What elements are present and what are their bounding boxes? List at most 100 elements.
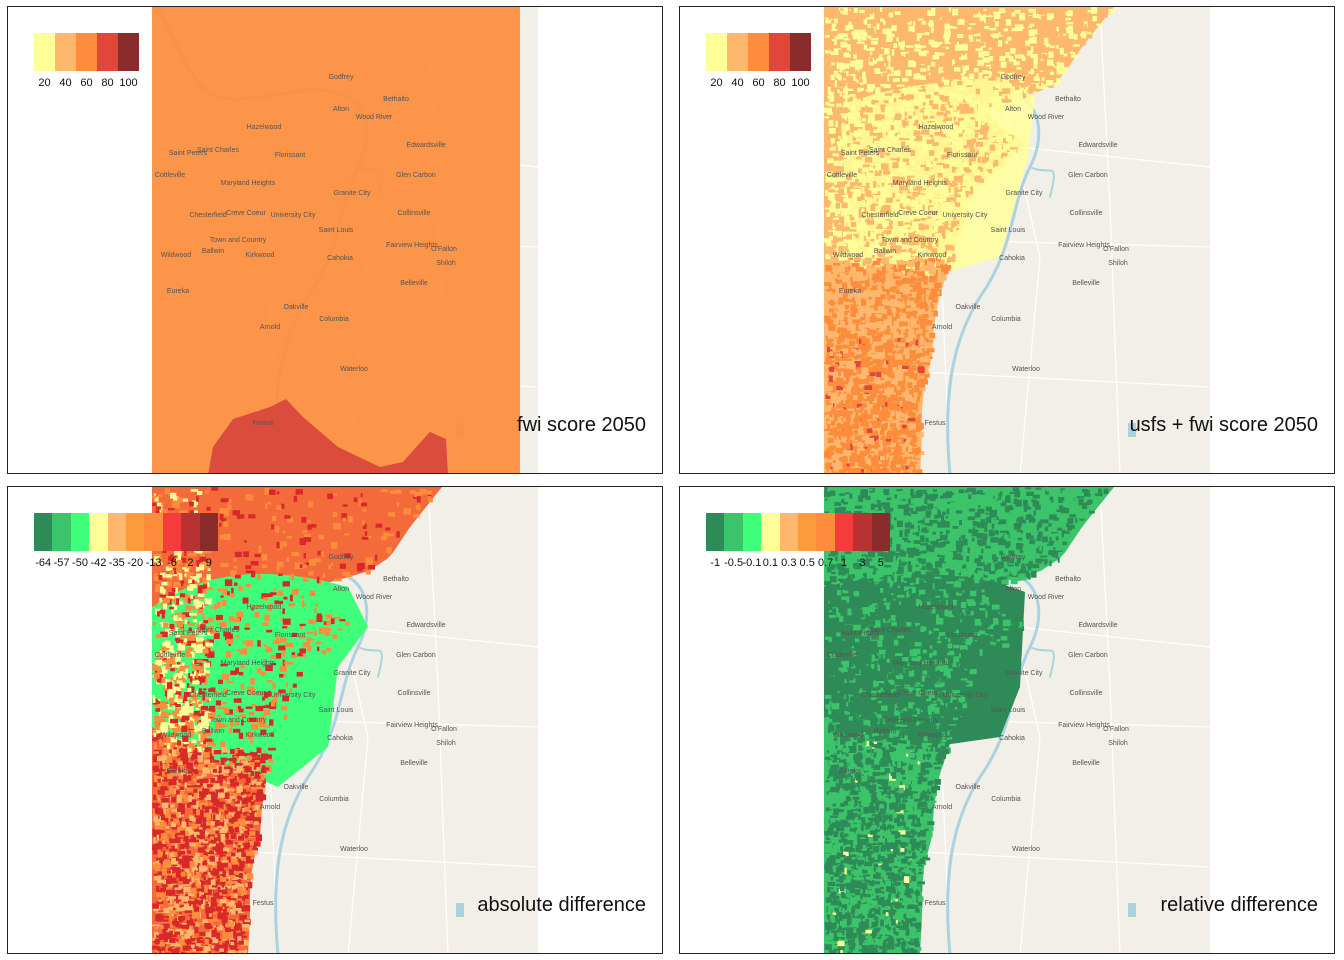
place-label: Collinsville: [1069, 210, 1102, 217]
place-label: O'Fallon: [431, 726, 457, 733]
place-label: Chesterfield: [861, 212, 898, 219]
place-label: Columbia: [991, 796, 1021, 803]
legend-label: 60: [80, 77, 93, 89]
place-label: Cahokia: [999, 255, 1025, 262]
place-label: Arnold: [260, 324, 280, 331]
place-label: Ballwin: [202, 248, 224, 255]
legend-label: 0.7: [817, 557, 834, 569]
legend-label: -1: [710, 557, 721, 569]
legend-label: 80: [773, 77, 786, 89]
place-label: Town and Country: [210, 237, 267, 244]
place-label: Wildwood: [161, 252, 191, 259]
place-label: Hazelwood: [919, 604, 954, 611]
legend-labels: 20 40 60 80 100: [34, 77, 139, 93]
place-label: Arnold: [932, 804, 952, 811]
place-label: Godfrey: [329, 554, 354, 561]
place-label: Shiloh: [436, 260, 456, 267]
place-label: Town and Country: [882, 237, 939, 244]
legend-swatch: [706, 513, 725, 551]
place-label: Waterloo: [340, 366, 368, 373]
place-label: Saint Louis: [319, 227, 354, 234]
legend-swatch: [779, 513, 798, 551]
place-label: Alton: [333, 586, 349, 593]
place-label: Collinsville: [397, 690, 430, 697]
place-label: Oakville: [956, 304, 981, 311]
legend-label: 60: [752, 77, 765, 89]
place-label: Bethalto: [383, 576, 409, 583]
place-label: Fairview Heights: [1058, 722, 1110, 729]
place-label: Cottleville: [155, 652, 185, 659]
place-label: Granite City: [1006, 190, 1043, 197]
lake: [1128, 423, 1136, 437]
place-label: Kirkwood: [918, 732, 947, 739]
legend-label: 100: [791, 77, 810, 89]
place-label: Edwardsville: [406, 622, 445, 629]
place-label: Godfrey: [329, 74, 354, 81]
place-label: Festus: [924, 420, 946, 427]
legend-label: -6: [167, 557, 177, 569]
legend-swatch: [748, 33, 769, 71]
legend-label: 9: [205, 557, 212, 569]
map-panel-fwi-score: Godfrey Bethalto Alton Wood River Edwardsvil…: [7, 6, 663, 474]
place-label: Shiloh: [436, 740, 456, 747]
color-legend: -64 -57 -50 -42 -35 -20 -13 -6 2 9: [34, 513, 218, 573]
legend-swatch: [816, 513, 835, 551]
place-label: Creve Coeur: [898, 690, 938, 697]
place-label: Saint Peters: [841, 630, 880, 637]
legend-swatch: [797, 513, 817, 551]
place-label: Fairview Heights: [386, 242, 438, 249]
place-label: Eureka: [167, 288, 189, 295]
place-label: Edwardsville: [406, 142, 445, 149]
place-label: Eureka: [839, 768, 861, 775]
place-label: Edwardsville: [1078, 142, 1117, 149]
fwi-raster: [152, 7, 520, 473]
legend-label: 0.1: [762, 557, 779, 569]
place-label: Cottleville: [827, 652, 857, 659]
place-label: Wood River: [356, 114, 393, 121]
place-label: University City: [943, 212, 988, 219]
place-label: Godfrey: [1001, 74, 1026, 81]
place-label: Fairview Heights: [1058, 242, 1110, 249]
legend-swatches: [34, 513, 218, 551]
lake: [1128, 903, 1136, 917]
legend-label: 2: [187, 557, 194, 569]
place-labels: Godfrey Bethalto Alton Wood River Edwardsvil…: [827, 74, 1129, 427]
map-canvas: Godfrey Bethalto Alton Wood River Edwardsvil…: [151, 487, 539, 953]
place-labels: Godfrey Bethalto Alton Wood River Edwardsvil…: [155, 74, 457, 427]
place-label: Oakville: [956, 784, 981, 791]
panel-title: usfs + fwi score 2050: [1129, 414, 1318, 436]
place-label: Florissant: [275, 632, 305, 639]
panel-title: absolute difference: [477, 894, 646, 916]
place-label: Edwardsville: [1078, 622, 1117, 629]
place-label: Creve Coeur: [226, 690, 266, 697]
map-canvas: Godfrey Bethalto Alton Wood River Edwardsvil…: [151, 7, 539, 473]
place-label: Alton: [1005, 586, 1021, 593]
legend-swatches: [706, 33, 811, 71]
place-label: Hazelwood: [247, 124, 282, 131]
raster-cells: [824, 7, 1116, 473]
place-label: Bethalto: [1055, 576, 1081, 583]
place-label: Ballwin: [874, 728, 896, 735]
place-label: Saint Peters: [169, 630, 208, 637]
place-label: Maryland Heights: [221, 180, 276, 187]
map-canvas: Godfrey Bethalto Alton Wood River Edwardsvil…: [823, 7, 1211, 473]
legend-swatches: [706, 513, 890, 551]
place-label: Creve Coeur: [226, 210, 266, 217]
legend-swatch: [34, 33, 55, 71]
place-label: Chesterfield: [189, 212, 226, 219]
legend-label: 0.3: [781, 557, 797, 569]
place-label: Waterloo: [1012, 366, 1040, 373]
place-label: Shiloh: [1108, 740, 1128, 747]
place-label: Arnold: [932, 324, 952, 331]
panel-title: fwi score 2050: [517, 414, 646, 436]
place-label: Belleville: [1072, 280, 1100, 287]
legend-swatch: [34, 513, 53, 551]
place-label: Bethalto: [383, 96, 409, 103]
place-label: Arnold: [260, 804, 280, 811]
place-labels: Godfrey Bethalto Alton Wood River Edwardsvil…: [155, 554, 457, 907]
place-label: Kirkwood: [246, 732, 275, 739]
map-panel-absolute-difference: Godfrey Bethalto Alton Wood River Edwardsvil…: [7, 486, 663, 954]
legend-label: 20: [710, 77, 723, 89]
place-label: Ballwin: [874, 248, 896, 255]
legend-label: 80: [101, 77, 114, 89]
